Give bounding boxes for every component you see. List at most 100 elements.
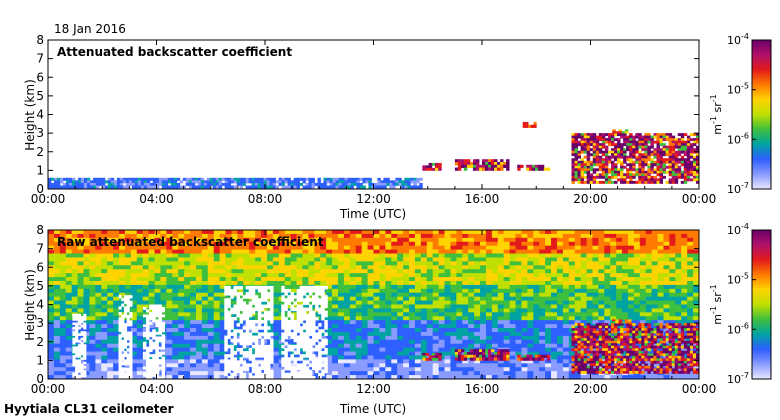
- backscatter-cell: [506, 161, 510, 166]
- noise-cell: [101, 273, 108, 278]
- noise-cell: [130, 245, 138, 250]
- noise-cell: [314, 351, 321, 356]
- backscatter-cell: [107, 182, 112, 186]
- backscatter-cell: [48, 177, 52, 181]
- noise-cell: [296, 300, 303, 305]
- noise-cell: [124, 288, 132, 294]
- noise-cell: [586, 300, 593, 305]
- noise-cell: [320, 257, 327, 262]
- noise-cell: [178, 273, 185, 278]
- noise-cell: [249, 351, 256, 356]
- backscatter-cell: [620, 175, 624, 179]
- noise-cell: [373, 253, 380, 258]
- backscatter-cell: [647, 153, 651, 157]
- noise-cell: [616, 273, 623, 278]
- noise-cell: [687, 261, 694, 266]
- backscatter-cell: [601, 160, 606, 164]
- noise-cell: [515, 277, 522, 282]
- noise-cell: [509, 245, 516, 250]
- noise-cell: [568, 237, 576, 243]
- backscatter-cell: [152, 177, 157, 181]
- backscatter-cell: [520, 164, 524, 168]
- backscatter-cell: [335, 180, 339, 184]
- noise-cell: [426, 343, 434, 349]
- backscatter-cell: [598, 163, 603, 167]
- noise-cell: [509, 304, 516, 309]
- noise-cell: [71, 233, 78, 239]
- noise-cell: [462, 339, 469, 345]
- backscatter-cell: [350, 185, 354, 189]
- backscatter-cell: [647, 140, 651, 144]
- noise-cell: [426, 230, 434, 235]
- noise-cell: [195, 339, 203, 345]
- noise-cell: [337, 280, 345, 286]
- noise-cell: [562, 241, 570, 247]
- noise-cell: [296, 241, 303, 247]
- noise-cell: [160, 261, 167, 266]
- noise-cell: [349, 339, 357, 345]
- noise-cell: [509, 355, 516, 360]
- noise-cell: [219, 277, 226, 282]
- backscatter-cell: [659, 170, 663, 174]
- backscatter-cell: [59, 177, 64, 181]
- noise-cell: [385, 245, 392, 250]
- noise-cell: [521, 265, 528, 270]
- backscatter-cell: [607, 135, 612, 139]
- noise-cell: [219, 328, 226, 333]
- noise-cell: [107, 280, 114, 286]
- noise-cell: [53, 245, 61, 250]
- backscatter-cell: [650, 143, 654, 147]
- noise-cell: [314, 269, 321, 274]
- noise-cell: [556, 280, 564, 286]
- noise-cell: [409, 253, 416, 258]
- noise-cell: [663, 312, 670, 317]
- backscatter-cell: [626, 135, 630, 139]
- noise-cell: [693, 237, 700, 243]
- noise-cell: [616, 280, 623, 286]
- noise-cell: [119, 292, 126, 298]
- backscatter-cell: [266, 185, 270, 189]
- backscatter-cell: [644, 153, 648, 157]
- noise-cell: [681, 331, 688, 337]
- noise-cell: [562, 304, 570, 309]
- noise-cell: [586, 269, 593, 274]
- noise-cell: [154, 328, 161, 333]
- noise-cell: [556, 257, 564, 262]
- noise-cell: [556, 292, 564, 298]
- noise-cell: [633, 265, 641, 270]
- noise-cell: [693, 300, 700, 305]
- noise-cell: [545, 335, 552, 341]
- noise-cell: [450, 300, 457, 305]
- backscatter-cell: [383, 185, 387, 189]
- noise-cell: [101, 296, 108, 301]
- backscatter-cell: [659, 173, 663, 177]
- noise-cell: [231, 320, 238, 325]
- noise-cell: [397, 324, 404, 329]
- backscatter-cell: [671, 175, 676, 179]
- backscatter-cell: [257, 180, 262, 184]
- backscatter-cell: [629, 178, 633, 182]
- noise-cell: [314, 320, 321, 325]
- noise-cell: [308, 237, 315, 243]
- noise-cell: [142, 249, 150, 254]
- noise-cell: [231, 347, 238, 352]
- noise-cell: [491, 249, 499, 254]
- noise-cell: [201, 245, 209, 250]
- noise-cell: [491, 296, 499, 301]
- backscatter-cell: [386, 177, 390, 181]
- noise-cell: [444, 265, 451, 270]
- noise-cell: [142, 277, 150, 282]
- noise-cell: [48, 280, 55, 286]
- noise-cell: [367, 300, 374, 305]
- noise-cell: [651, 296, 658, 301]
- backscatter-cell: [635, 180, 639, 184]
- backscatter-cell: [598, 133, 603, 137]
- noise-cell: [462, 288, 469, 294]
- noise-cell: [201, 335, 209, 341]
- noise-cell: [533, 339, 540, 345]
- noise-cell: [627, 233, 635, 239]
- backscatter-cell: [475, 159, 480, 163]
- noise-cell: [373, 280, 380, 286]
- noise-cell: [663, 269, 670, 274]
- noise-cell: [598, 292, 605, 298]
